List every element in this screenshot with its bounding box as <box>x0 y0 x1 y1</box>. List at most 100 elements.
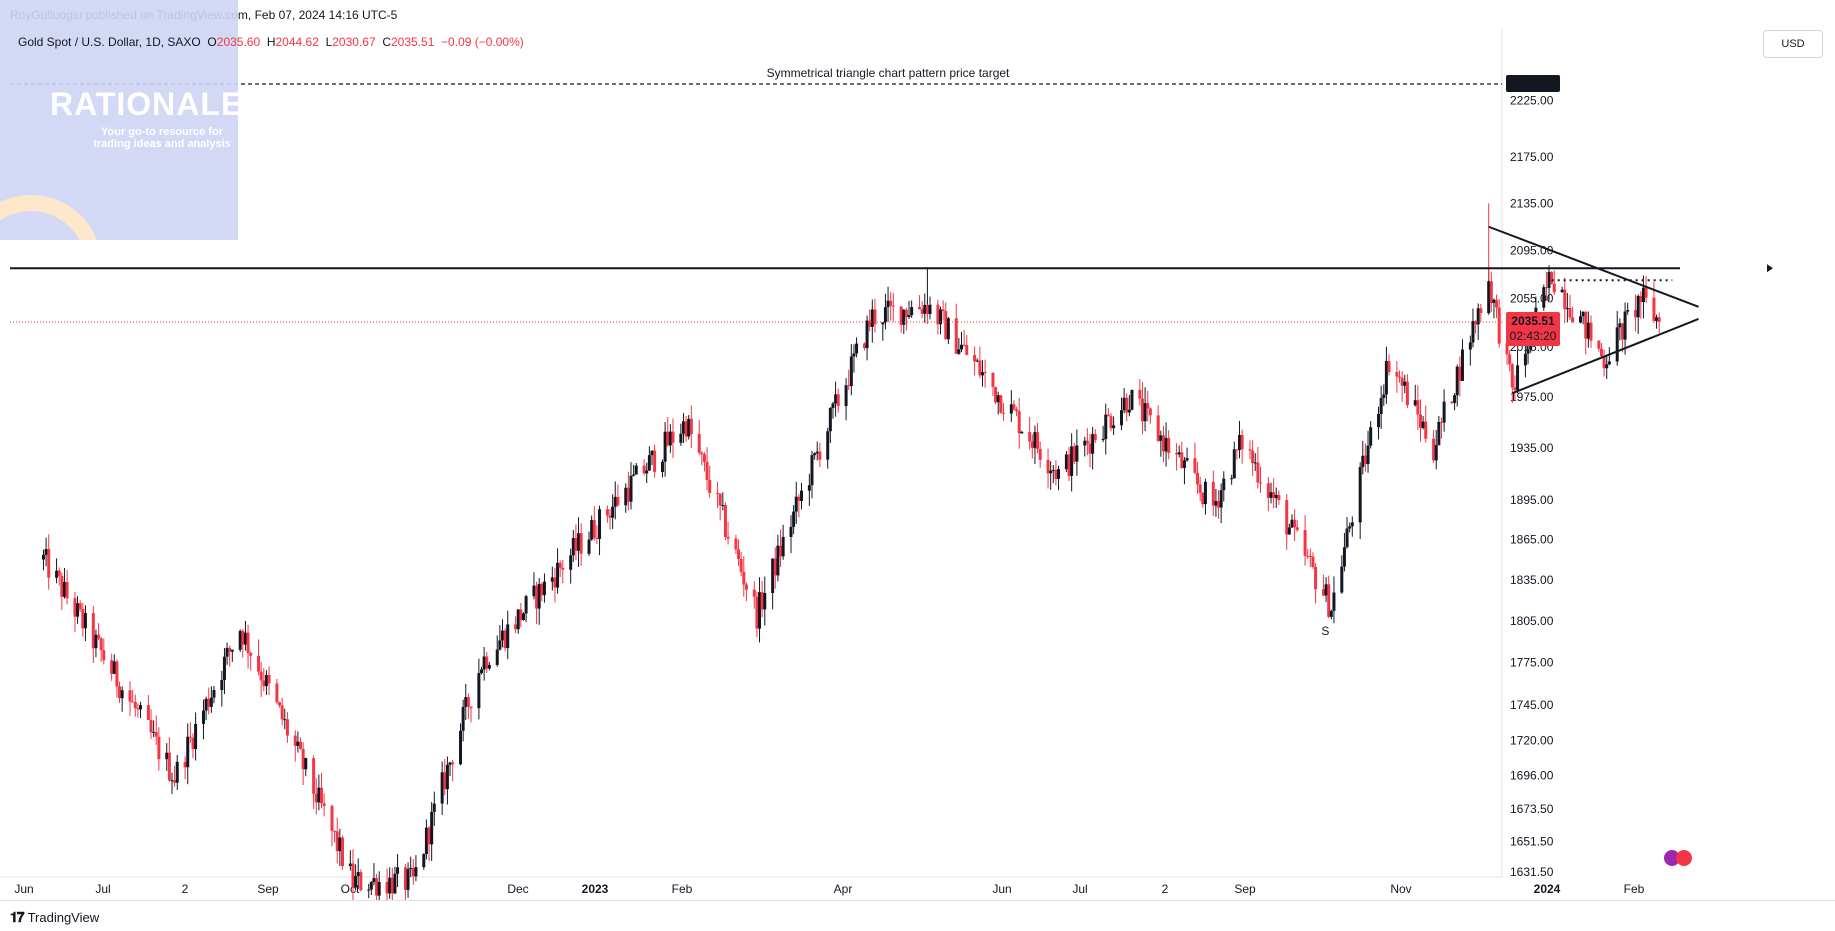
candle-body <box>283 719 287 721</box>
candle <box>44 537 48 567</box>
candle-body <box>959 344 963 350</box>
candle <box>613 481 617 520</box>
candle <box>1033 425 1037 464</box>
candle-body <box>514 624 518 630</box>
candle <box>222 648 226 694</box>
candle <box>1395 361 1399 393</box>
candle-body <box>561 567 565 570</box>
candle-body <box>626 487 630 502</box>
candle <box>264 670 268 695</box>
candle <box>262 668 266 692</box>
symbol-legend[interactable]: Gold Spot / U.S. Dollar, 1D, SAXO O2035.… <box>18 35 524 49</box>
candle <box>112 654 116 675</box>
candle-body <box>312 758 316 794</box>
candle-body <box>519 609 523 621</box>
candle-body <box>44 548 48 555</box>
candle <box>333 830 337 843</box>
candle <box>1232 441 1236 479</box>
target-price-badge <box>1506 75 1560 92</box>
candle <box>76 596 80 624</box>
candle <box>1287 523 1291 535</box>
candle <box>700 450 704 466</box>
candle-body <box>650 450 654 456</box>
candle <box>810 450 814 499</box>
candle-body <box>936 304 940 325</box>
candle <box>278 701 282 708</box>
candle <box>212 685 216 704</box>
candle <box>1508 349 1512 372</box>
currency-button[interactable]: USD <box>1763 30 1823 58</box>
candle <box>1584 311 1588 355</box>
candle <box>1513 375 1517 402</box>
candle-body <box>432 803 436 812</box>
candle <box>78 600 82 612</box>
candle <box>1495 294 1499 319</box>
candle <box>146 695 150 721</box>
candle <box>299 737 303 750</box>
candle <box>1038 441 1042 468</box>
price-tick-label: 1775.00 <box>1510 655 1554 669</box>
candle <box>902 309 906 334</box>
candle <box>763 576 767 626</box>
candle-body <box>779 545 783 557</box>
candle-body <box>891 305 895 307</box>
candle <box>1329 609 1333 620</box>
candle <box>1550 271 1554 285</box>
candle-body <box>999 395 1003 413</box>
candle <box>136 703 140 718</box>
candle <box>57 567 61 586</box>
candle-body <box>668 431 672 446</box>
watermark-circle-decoration <box>0 195 102 240</box>
candle <box>1602 349 1606 377</box>
candle-body <box>440 772 444 804</box>
candle-body <box>752 589 756 597</box>
candle <box>464 683 468 721</box>
candle <box>1434 429 1438 470</box>
candle <box>886 286 890 322</box>
candle <box>1413 384 1417 407</box>
candle <box>1070 433 1074 492</box>
candle <box>1214 488 1218 517</box>
candle <box>165 743 169 771</box>
candle <box>1476 303 1480 340</box>
candle-body <box>789 526 793 537</box>
candle-body <box>78 603 82 610</box>
candle-body <box>1513 387 1517 391</box>
candle <box>1589 315 1593 348</box>
candle-body <box>1138 389 1142 399</box>
price-tick-label: 1895.00 <box>1510 493 1554 507</box>
candle <box>243 620 247 651</box>
candle-body <box>133 701 137 709</box>
candle <box>836 388 840 413</box>
candle <box>920 301 924 319</box>
candle-body <box>1350 522 1354 527</box>
candle-body <box>1015 409 1019 412</box>
price-axis: 2225.002175.002135.002095.002055.002015.… <box>1510 94 1554 879</box>
candle <box>881 321 885 341</box>
candle-body <box>1342 547 1346 567</box>
candle <box>723 502 727 541</box>
candle <box>556 548 560 594</box>
candle <box>847 369 851 390</box>
candle <box>1655 314 1659 329</box>
candle <box>1127 394 1131 417</box>
candle <box>41 549 45 571</box>
tradingview-logo[interactable]: 𝟏𝟕 TradingView <box>10 909 99 926</box>
candle <box>1001 403 1005 421</box>
candle-body <box>1140 398 1144 422</box>
candle <box>157 727 161 771</box>
candle-body <box>112 661 116 674</box>
candle <box>427 825 431 861</box>
candle <box>1327 575 1331 619</box>
candle-body <box>1581 311 1585 317</box>
candle <box>524 594 528 623</box>
candle <box>73 592 77 633</box>
candle-body <box>278 702 282 706</box>
candle-body <box>1049 470 1053 474</box>
candle-body <box>1308 555 1312 557</box>
candle <box>1253 453 1257 472</box>
candle-body <box>975 360 979 362</box>
candle <box>354 864 358 891</box>
candle-body <box>1471 321 1475 343</box>
